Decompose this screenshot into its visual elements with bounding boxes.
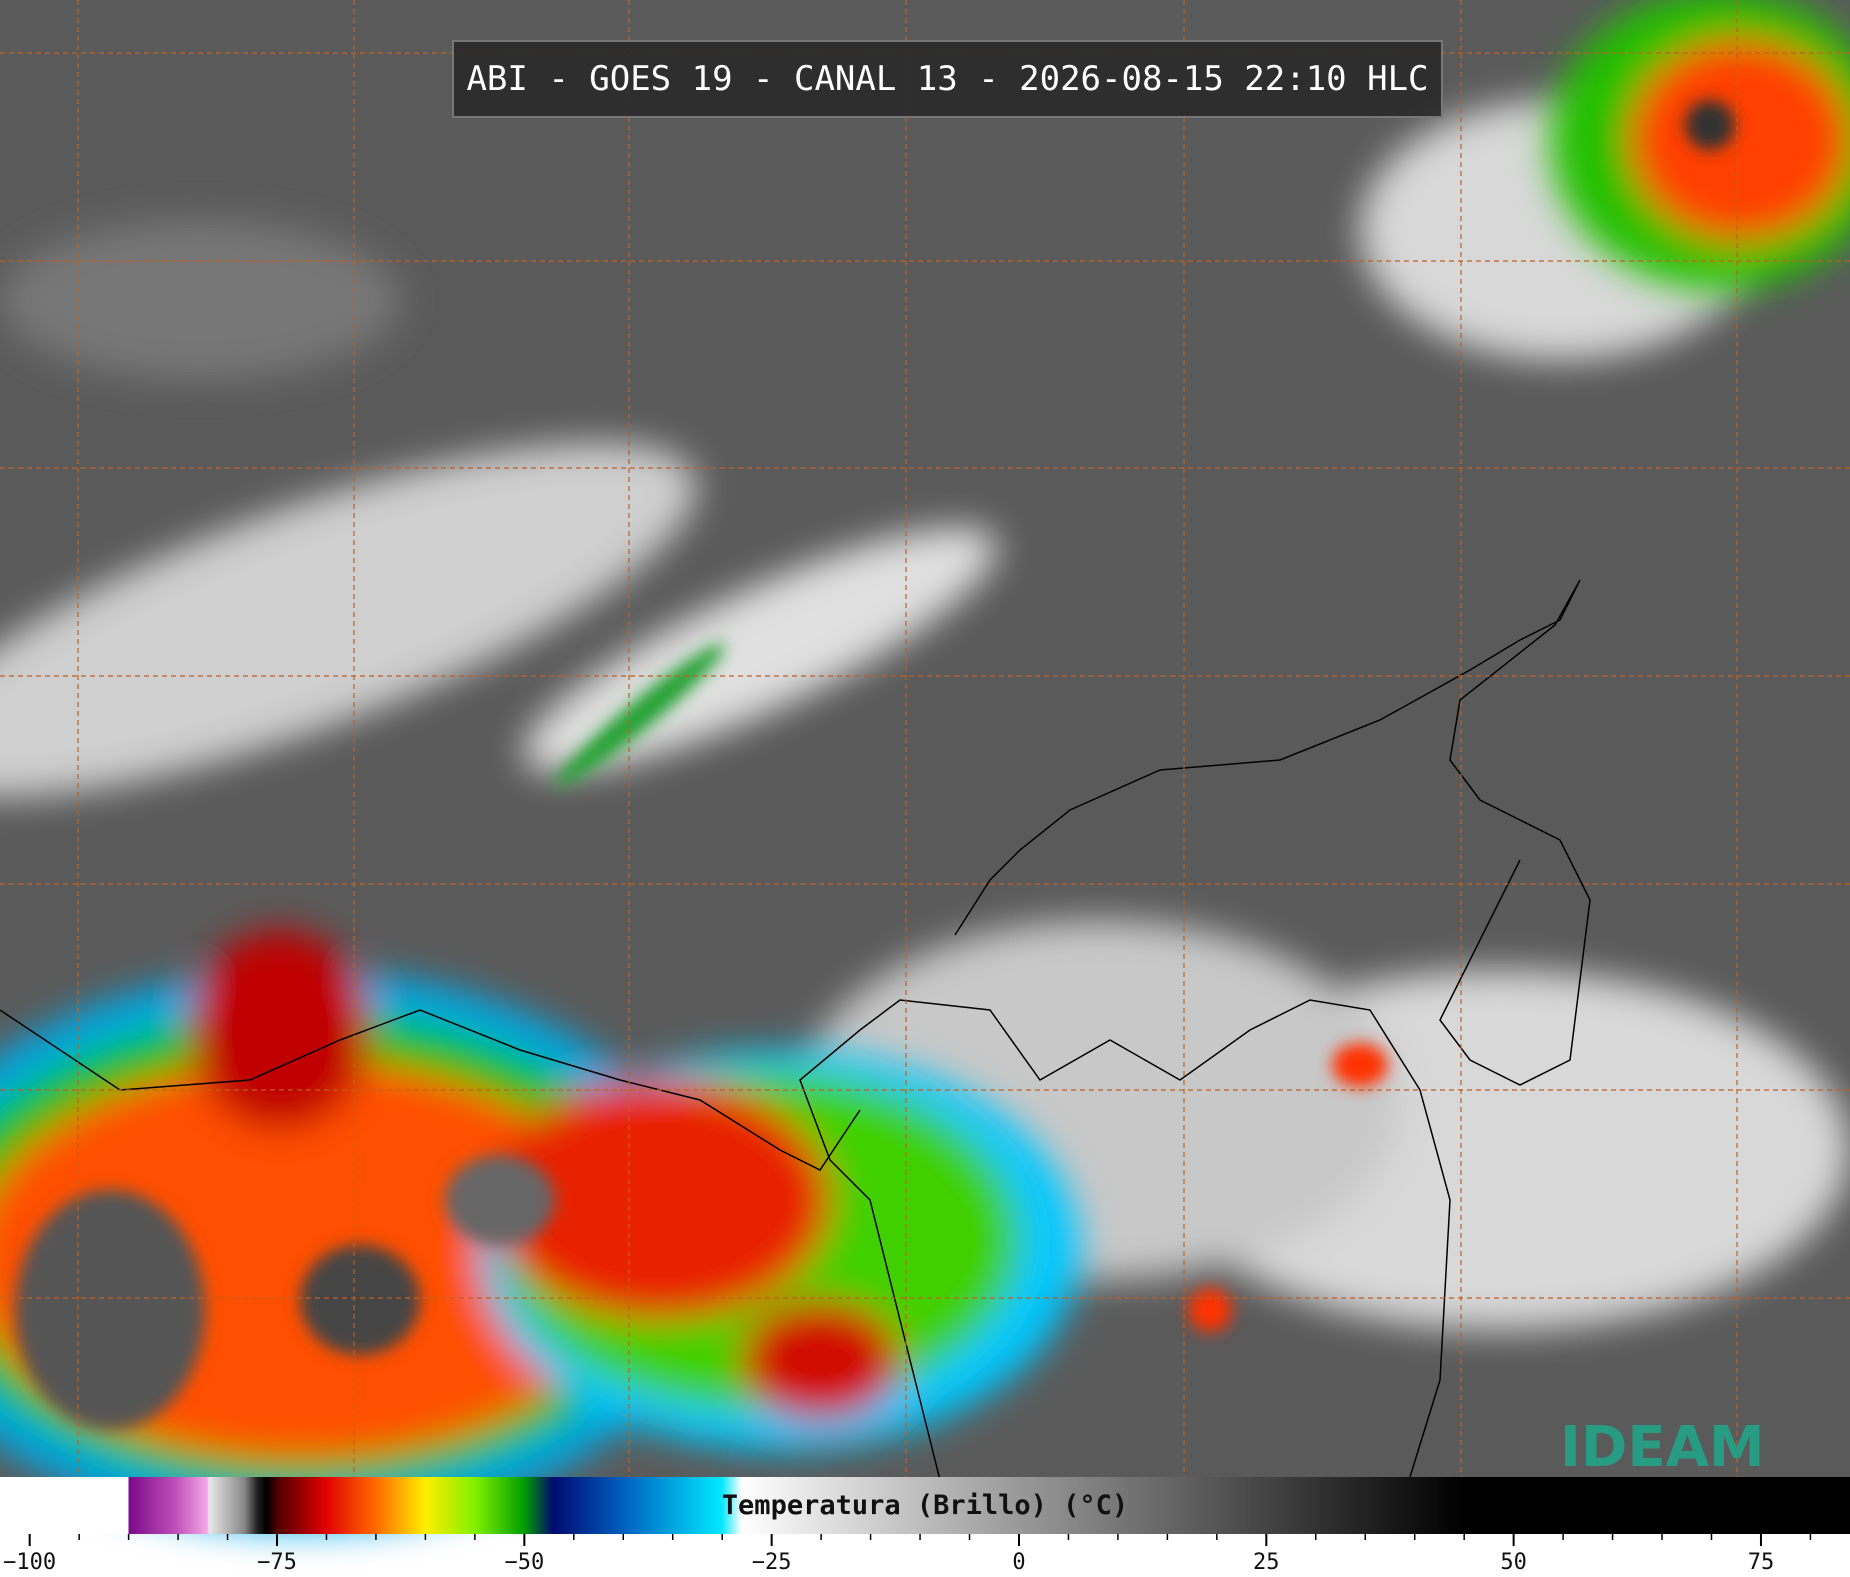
graticule <box>0 0 1850 1477</box>
logo-text: IDEAM <box>1560 1415 1765 1480</box>
clouds <box>0 100 1850 1330</box>
cold-tops <box>15 100 1735 1430</box>
title: ABI - GOES 19 - CANAL 13 - 2026-08-15 22… <box>452 40 1443 118</box>
borders <box>0 579 1591 1481</box>
colorbar-label: Temperatura (Brillo) (°C) <box>721 1490 1129 1521</box>
colorbar <box>0 1477 1850 1534</box>
